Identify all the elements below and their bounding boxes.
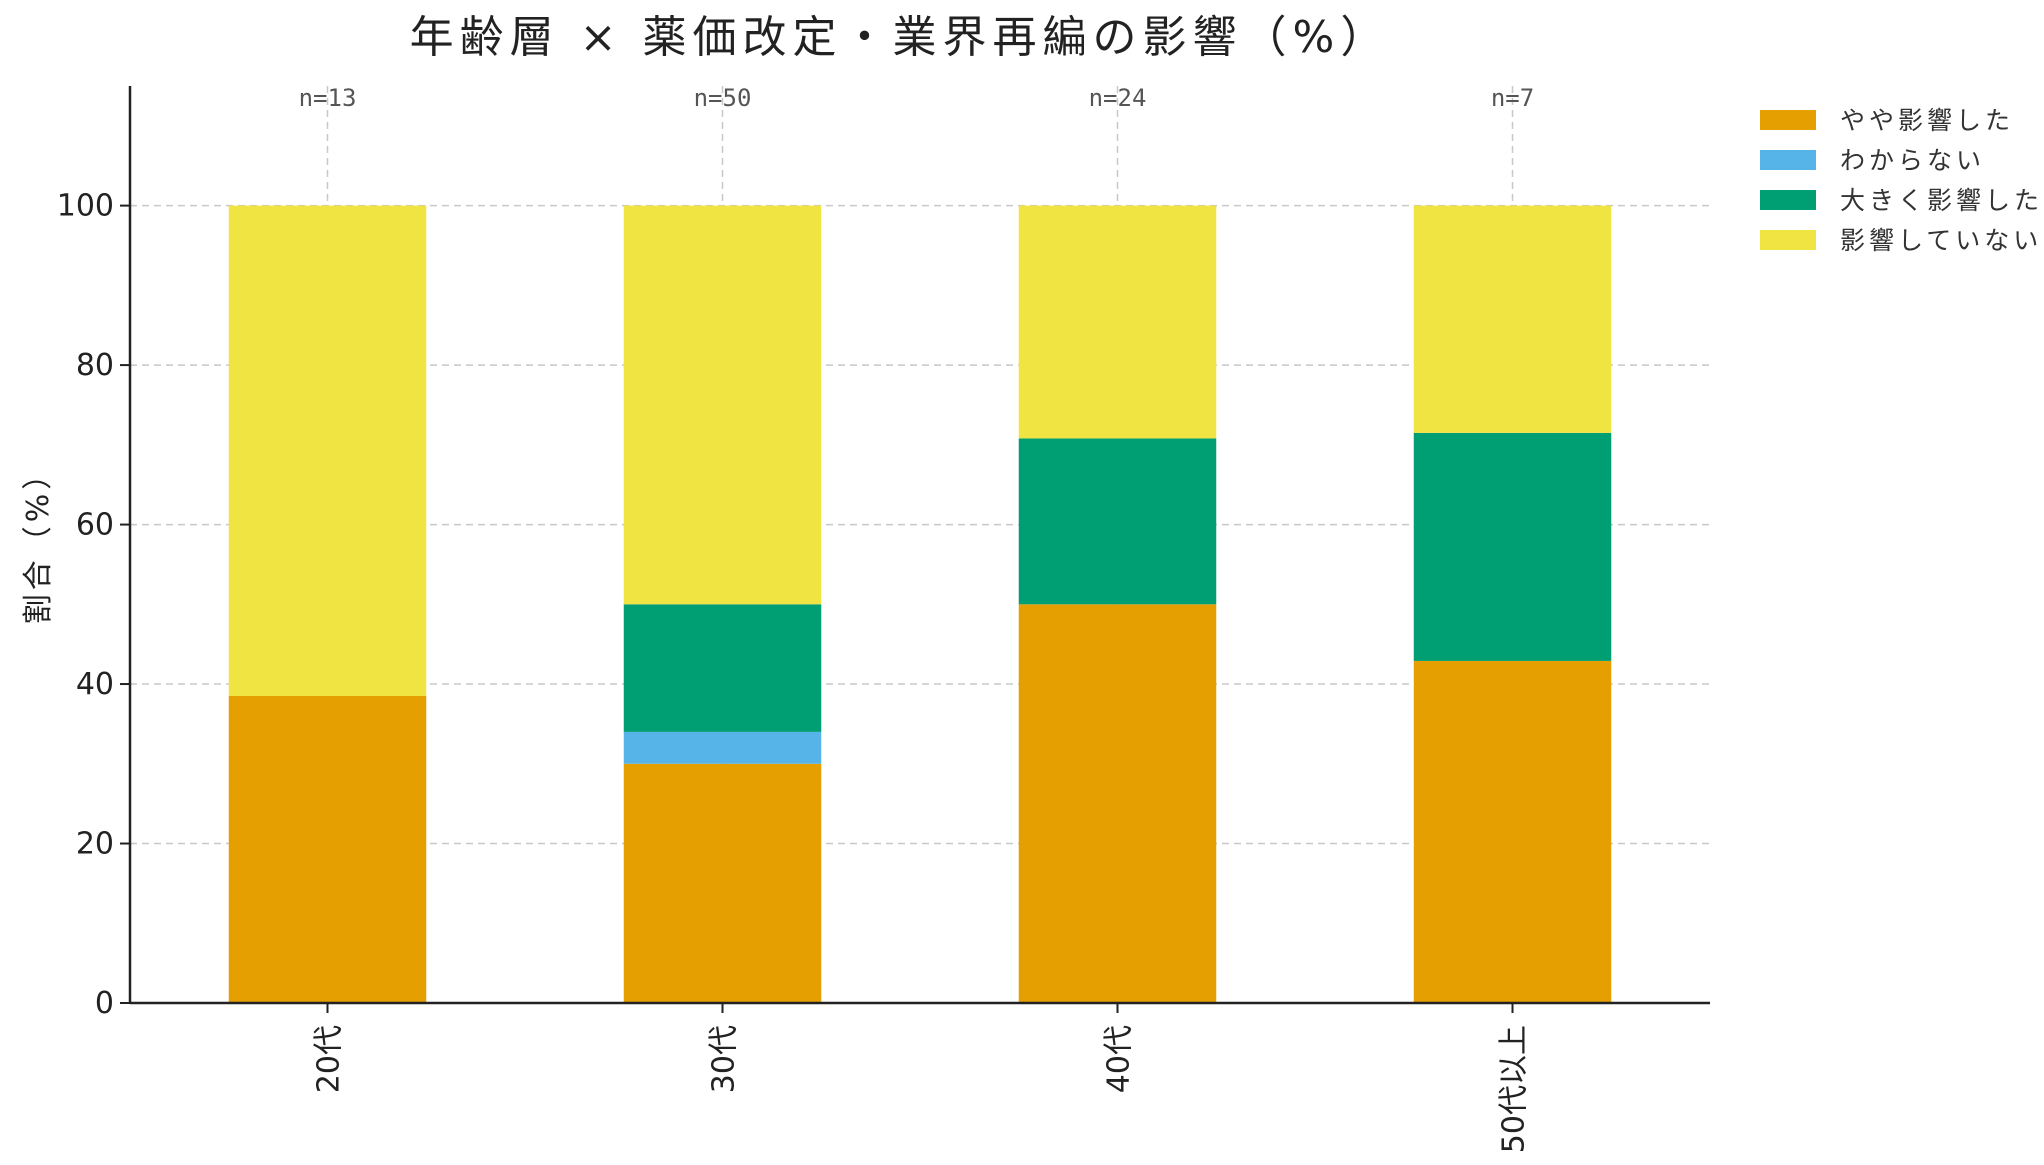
sample-size-label: n=50	[694, 84, 752, 112]
legend-label: 大きく影響した	[1840, 186, 2043, 215]
bar-segment	[623, 205, 822, 605]
bar-segment	[1018, 205, 1217, 439]
bar-segment	[228, 696, 427, 1003]
y-tick-label: 0	[95, 986, 114, 1021]
y-axis-label: 割合（%）	[21, 456, 56, 625]
axis-labels: 0 20 40 60 80 100 20代 n=13 30代 n=50 40代 n=24 50代以上 n=…	[57, 84, 1534, 1153]
sample-size-label: n=7	[1491, 84, 1534, 112]
axes	[120, 86, 1710, 1013]
x-tick-label: 30代	[707, 1025, 742, 1093]
bar-segment	[623, 763, 822, 1003]
y-tick-label: 100	[57, 189, 114, 224]
legend-swatch	[1760, 110, 1816, 130]
x-tick-label: 20代	[312, 1025, 347, 1093]
bar-segment	[1018, 604, 1217, 1003]
bar-segment	[1413, 660, 1612, 1003]
chart-title: 年齢層 × 薬価改定・業界再編の影響（%）	[410, 12, 1391, 63]
legend-label: わからない	[1840, 146, 1985, 175]
x-tick-label: 50代以上	[1497, 1025, 1532, 1153]
sample-size-label: n=13	[299, 84, 357, 112]
x-tick-label: 40代	[1102, 1025, 1137, 1093]
y-tick-label: 20	[76, 827, 114, 862]
bar-segment	[1413, 205, 1612, 433]
legend-label: やや影響した	[1840, 106, 2014, 135]
bar-segment	[228, 205, 427, 697]
legend-label: 影響していない	[1840, 226, 2042, 255]
legend-swatch	[1760, 230, 1816, 250]
bar-segment	[623, 731, 822, 764]
bar-segment	[1018, 438, 1217, 605]
legend-swatch	[1760, 150, 1816, 170]
y-tick-label: 60	[76, 508, 114, 543]
bar-segment	[1413, 432, 1612, 661]
legend-swatch	[1760, 190, 1816, 210]
y-tick-label: 80	[76, 348, 114, 383]
y-tick-label: 40	[76, 667, 114, 702]
sample-size-label: n=24	[1089, 84, 1147, 112]
bars	[228, 205, 1612, 1003]
bar-segment	[623, 604, 822, 732]
